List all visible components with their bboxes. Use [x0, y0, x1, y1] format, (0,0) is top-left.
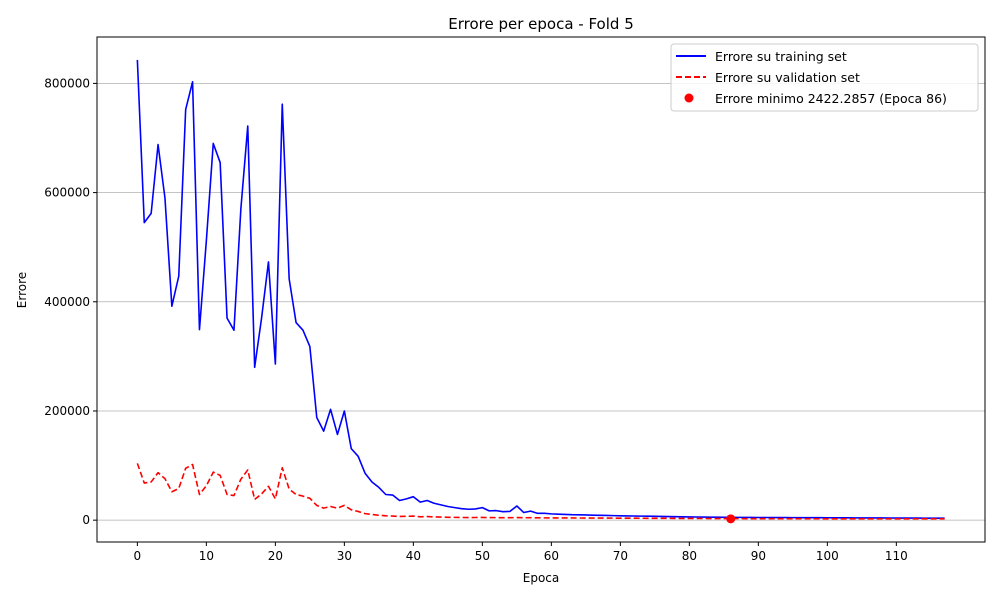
validation-series-line: [136, 463, 945, 520]
series-layer: [136, 59, 945, 524]
x-tick-label: 100: [816, 549, 839, 563]
legend: Errore su training set Errore su validat…: [670, 43, 979, 112]
legend-box: [670, 43, 979, 112]
x-tick-label: 50: [475, 549, 490, 563]
y-tick-label: 600000: [44, 186, 90, 200]
x-axis-label: Epoca: [523, 571, 560, 585]
plot-frame: [96, 36, 986, 543]
training-series-line: [136, 59, 945, 520]
minimum-error-point: [726, 514, 736, 524]
legend-label-validation: Errore su validation set: [715, 70, 860, 85]
legend-marker-minimum: [684, 93, 694, 103]
y-axis: 0 200000 400000 600000 800000: [44, 76, 97, 527]
x-tick-label: 0: [134, 549, 142, 563]
chart-title: Errore per epoca - Fold 5: [448, 15, 634, 33]
x-tick-label: 80: [682, 549, 697, 563]
y-tick-label: 200000: [44, 404, 90, 418]
x-tick-label: 110: [885, 549, 908, 563]
x-tick-label: 90: [751, 549, 766, 563]
x-tick-label: 20: [268, 549, 283, 563]
legend-label-minimum: Errore minimo 2422.2857 (Epoca 86): [715, 91, 947, 106]
x-tick-label: 60: [544, 549, 559, 563]
y-tick-label: 400000: [44, 295, 90, 309]
y-tick-label: 800000: [44, 76, 90, 90]
y-axis-label: Errore: [15, 272, 29, 308]
x-axis: 0 10 20 30 40 50 60 70 80 90 100 110: [134, 542, 908, 563]
x-tick-label: 10: [199, 549, 214, 563]
legend-label-training: Errore su training set: [715, 49, 847, 64]
x-tick-label: 30: [337, 549, 352, 563]
x-tick-label: 70: [613, 549, 628, 563]
grid-lines: [97, 83, 985, 521]
y-tick-label: 0: [82, 513, 90, 527]
x-tick-label: 40: [406, 549, 421, 563]
